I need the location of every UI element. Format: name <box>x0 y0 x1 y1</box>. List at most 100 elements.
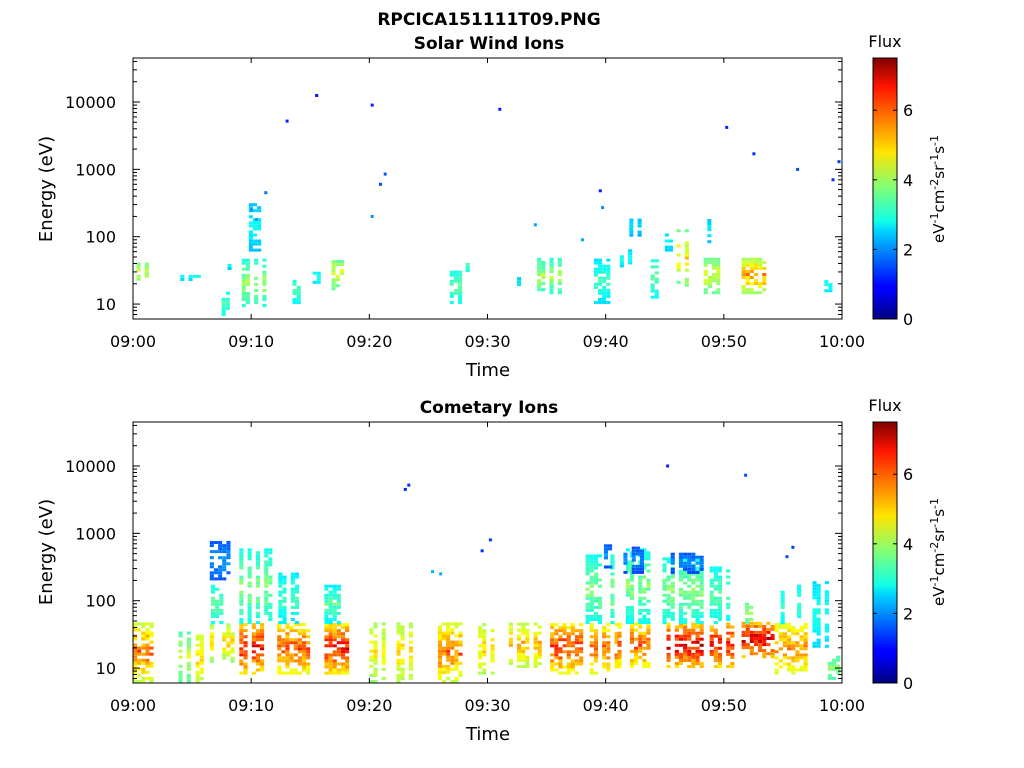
heatmap-cell <box>628 249 633 253</box>
heatmap-cell <box>282 611 287 615</box>
heatmap-cell <box>774 656 779 660</box>
heatmap-cell <box>226 571 231 575</box>
heatmap-cell <box>381 634 386 638</box>
heatmap-cell <box>554 623 559 627</box>
heatmap-cell <box>579 659 584 663</box>
heatmap-cell <box>222 544 227 548</box>
heatmap-cell <box>699 561 704 565</box>
heatmap-cell <box>517 277 522 280</box>
heatmap-cell <box>824 611 829 615</box>
heatmap-cell <box>247 618 252 621</box>
heatmap-cell <box>774 629 779 633</box>
heatmap-cell <box>617 634 622 638</box>
heatmap-cell <box>331 272 336 276</box>
heatmap-cell <box>803 656 808 660</box>
heatmap-cell <box>254 301 259 305</box>
heatmap-cell <box>574 647 579 651</box>
heatmap-cell <box>638 637 643 641</box>
heatmap-cell <box>758 257 763 261</box>
heatmap-cell <box>699 631 704 635</box>
heatmap-cell <box>369 631 374 635</box>
heatmap-cell <box>381 661 386 665</box>
heatmap-cell <box>336 623 341 627</box>
heatmap-point <box>370 214 374 218</box>
heatmap-cell <box>239 618 244 621</box>
heatmap-cell <box>608 544 613 548</box>
heatmap-cell <box>678 605 683 609</box>
heatmap-cell <box>703 263 708 267</box>
heatmap-cell <box>396 625 401 629</box>
heatmap-cell <box>827 676 832 680</box>
heatmap-cell <box>292 279 297 283</box>
heatmap-cell <box>598 596 603 600</box>
heatmap-cell <box>293 629 298 633</box>
heatmap-cell <box>629 637 634 641</box>
heatmap-cell <box>199 658 204 662</box>
heatmap-cell <box>606 258 611 262</box>
heatmap-cell <box>642 615 647 618</box>
heatmap-cell <box>709 652 714 656</box>
heatmap-point <box>785 555 789 559</box>
heatmap-cell <box>695 611 700 615</box>
heatmap-cell <box>517 637 522 641</box>
heatmap-cell <box>281 671 286 675</box>
heatmap-cell <box>260 638 265 642</box>
heatmap-cell <box>239 635 244 639</box>
heatmap-cell <box>248 236 253 240</box>
heatmap-point <box>601 206 605 210</box>
heatmap-cell <box>289 638 294 642</box>
heatmap-cell <box>699 643 704 647</box>
heatmap-cell <box>749 282 754 286</box>
heatmap-cell <box>454 649 459 653</box>
heatmap-point <box>831 178 835 182</box>
colorbar-tick-label: 4 <box>903 535 913 554</box>
heatmap-cell <box>816 623 821 627</box>
heatmap-cell <box>525 634 530 638</box>
y-tick-label: 10 <box>96 295 116 314</box>
heatmap-point <box>498 107 502 111</box>
heatmap-cell <box>328 659 333 663</box>
heatmap-cell <box>282 615 287 618</box>
heatmap-cell <box>766 652 771 656</box>
heatmap-cell <box>332 615 337 618</box>
heatmap-cell <box>199 670 204 674</box>
heatmap-cell <box>289 668 294 672</box>
heatmap-cell <box>691 640 696 644</box>
heatmap-point <box>752 152 756 156</box>
heatmap-cell <box>585 563 590 567</box>
heatmap-cell <box>598 279 603 283</box>
heatmap-cell <box>726 643 731 647</box>
heatmap-cell <box>695 557 700 561</box>
heatmap-cell <box>670 567 675 571</box>
heatmap-cell <box>178 670 183 674</box>
heatmap-cell <box>264 548 269 552</box>
heatmap-cell <box>774 626 779 630</box>
heatmap-cell <box>598 267 603 271</box>
heatmap-cell <box>525 665 530 668</box>
heatmap-cell <box>297 641 302 645</box>
heatmap-cell <box>278 593 283 597</box>
heatmap-cell <box>699 602 704 606</box>
heatmap-cell <box>478 656 483 660</box>
heatmap-cell <box>255 578 260 582</box>
heatmap-cell <box>332 608 337 612</box>
heatmap-cell <box>741 640 746 643</box>
heatmap-cell <box>145 649 150 653</box>
heatmap-cell <box>642 634 647 638</box>
heatmap-cell <box>713 572 718 576</box>
heatmap-cell <box>749 637 754 640</box>
heatmap-cell <box>396 643 401 647</box>
heatmap-cell <box>396 676 401 680</box>
heatmap-cell <box>294 599 299 603</box>
heatmap-cell <box>726 596 731 600</box>
heatmap-cell <box>713 665 718 668</box>
heatmap-cell <box>328 623 333 627</box>
heatmap-cell <box>617 622 622 626</box>
heatmap-cell <box>247 548 252 552</box>
heatmap-cell <box>683 652 688 656</box>
heatmap-cell <box>339 269 344 273</box>
heatmap-cell <box>554 647 559 651</box>
heatmap-cell <box>780 611 785 615</box>
heatmap-cell <box>296 298 301 301</box>
heatmap-cell <box>606 641 611 645</box>
